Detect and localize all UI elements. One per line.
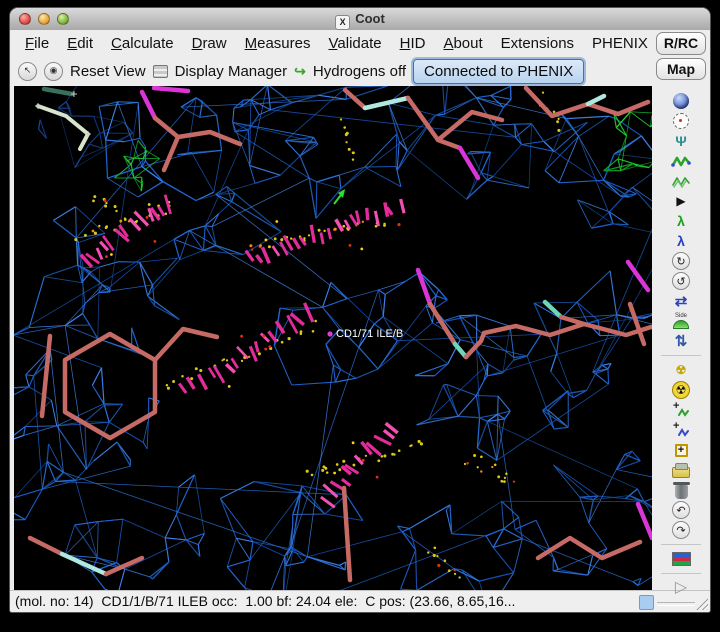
close-button[interactable] xyxy=(19,13,31,25)
menu-extensions[interactable]: Extensions xyxy=(500,34,575,52)
toolbar: ↖ ◉ Reset View Display Manager ↪ Hydroge… xyxy=(10,56,655,86)
real-space-refine-icon[interactable] xyxy=(652,151,710,171)
menu-file[interactable]: File xyxy=(25,34,50,52)
window-title: X Coot xyxy=(10,11,710,30)
run-script-icon[interactable]: ▷ xyxy=(674,579,688,596)
menu-calculate[interactable]: Calculate xyxy=(111,34,174,52)
delete-item-icon[interactable] xyxy=(652,480,710,500)
rigid-body-fit-icon[interactable]: ▶ xyxy=(676,194,686,208)
mutate-icon[interactable]: ☢ xyxy=(675,363,687,377)
menu-draw[interactable]: Draw xyxy=(191,34,227,52)
simple-mutate-icon[interactable]: ☢ xyxy=(652,380,710,400)
rrc-button[interactable]: R/RC xyxy=(656,32,706,55)
view-back-button[interactable]: ↖ xyxy=(18,61,37,81)
connected-to-phenix-button[interactable]: Connected to PHENIX xyxy=(413,58,585,84)
statusbar: (mol. no: 14) CD1/1/B/71 ILEB occ: 1.00 … xyxy=(10,590,710,612)
resize-grip[interactable] xyxy=(695,597,708,610)
torsion-general-icon[interactable]: ↺ xyxy=(652,271,710,291)
separator xyxy=(652,351,710,360)
menu-edit[interactable]: Edit xyxy=(67,34,94,52)
modelling-tools: Ψ ▶ λ λ ↻ ↺ ⇄ Side ⇅ ☢ ☢ + + + ↶ ↷ ▷ xyxy=(652,91,710,598)
run-refmac-icon[interactable] xyxy=(652,549,710,569)
status-text: (mol. no: 14) CD1/1/B/71 ILEB occ: 1.00 … xyxy=(15,593,516,609)
fix-atoms-icon[interactable]: Ψ xyxy=(675,133,687,149)
x11-icon: X xyxy=(335,15,351,30)
edit-chi-angles-icon[interactable]: ↻ xyxy=(652,251,710,271)
add-alt-conf-icon[interactable]: + xyxy=(652,420,710,440)
undo-icon[interactable]: ↶ xyxy=(652,500,710,520)
regularize-zone-icon[interactable] xyxy=(652,171,710,191)
redo-icon[interactable]: ↷ xyxy=(652,520,710,540)
display-manager-icon xyxy=(152,64,168,78)
hydrogens-icon: ↪ xyxy=(294,62,306,79)
coot-window: X Coot File Edit Calculate Draw Measures Valid… xyxy=(10,8,710,612)
tool-sidebar: R/RC Map Ψ ▶ λ λ ↻ ↺ ⇄ Side ⇅ ☢ ☢ + + + ↶ ↷ ▷ xyxy=(652,32,710,598)
molecular-canvas[interactable]: CD1/71 ILE/B xyxy=(14,86,652,590)
titlebar[interactable]: X Coot xyxy=(10,8,710,31)
globe-icon[interactable] xyxy=(652,91,710,111)
hydrogens-toggle-button[interactable]: Hydrogens off xyxy=(312,62,407,80)
view-centre-button[interactable]: ◉ xyxy=(44,61,63,81)
status-indicator xyxy=(639,595,654,610)
add-terminal-residue-icon[interactable]: + xyxy=(652,400,710,420)
rotamers-icon[interactable]: λ xyxy=(677,233,685,249)
separator xyxy=(652,540,710,549)
display-manager-button[interactable]: Display Manager xyxy=(174,62,288,80)
svg-text:CD1/71 ILE/B: CD1/71 ILE/B xyxy=(336,328,403,340)
recentre-icon[interactable] xyxy=(652,111,710,131)
flip-peptide-icon[interactable]: ⇄ xyxy=(674,292,688,310)
menu-measures[interactable]: Measures xyxy=(244,34,311,52)
zoom-button[interactable] xyxy=(57,13,69,25)
menu-about[interactable]: About xyxy=(443,34,483,52)
window-controls xyxy=(19,13,69,25)
map-button[interactable]: Map xyxy=(656,57,706,80)
side-chain-flip-icon[interactable]: Side xyxy=(652,311,710,331)
menu-phenix[interactable]: PHENIX xyxy=(592,34,648,52)
menu-validate[interactable]: Validate xyxy=(328,34,382,52)
reset-view-button[interactable]: Reset View xyxy=(70,62,146,80)
menubar: File Edit Calculate Draw Measures Validate HID… xyxy=(10,30,710,56)
clear-pending-icon[interactable] xyxy=(652,460,710,480)
place-atom-icon[interactable]: + xyxy=(652,440,710,460)
jed-flip-icon[interactable]: ⇅ xyxy=(674,332,688,350)
separator xyxy=(652,569,710,578)
minimize-button[interactable] xyxy=(38,13,50,25)
statusbar-groove xyxy=(657,602,695,606)
menu-hid[interactable]: HID xyxy=(399,34,426,52)
auto-fit-rotamer-icon[interactable]: λ xyxy=(677,213,685,229)
